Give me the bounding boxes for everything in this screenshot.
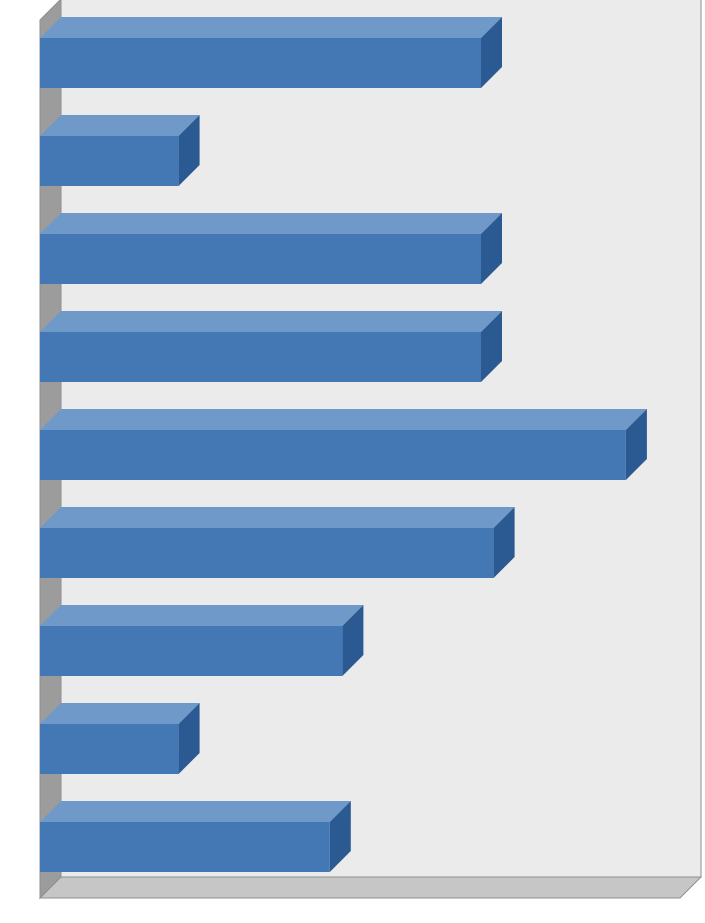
bar [40, 703, 200, 774]
bar [40, 409, 647, 480]
bar [40, 801, 351, 872]
bar [40, 507, 515, 578]
chart-background [0, 0, 705, 923]
bar [40, 17, 502, 88]
bar-chart-3d [0, 0, 705, 923]
bar [40, 115, 200, 186]
bar [40, 605, 363, 676]
bar [40, 311, 502, 382]
bar [40, 213, 502, 284]
